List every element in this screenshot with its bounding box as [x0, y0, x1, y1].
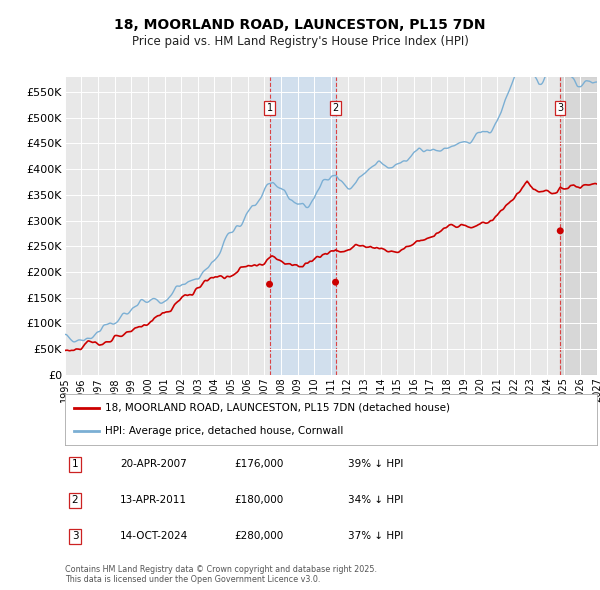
Point [331, 277, 340, 287]
Text: 14-OCT-2024: 14-OCT-2024 [120, 532, 188, 541]
Text: £176,000: £176,000 [234, 460, 283, 469]
Text: 2: 2 [332, 103, 338, 113]
Text: 20-APR-2007: 20-APR-2007 [120, 460, 187, 469]
Point [556, 226, 565, 235]
Text: 13-APR-2011: 13-APR-2011 [120, 496, 187, 505]
Text: 1: 1 [71, 460, 79, 469]
Text: HPI: Average price, detached house, Cornwall: HPI: Average price, detached house, Corn… [105, 427, 343, 437]
Text: 18, MOORLAND ROAD, LAUNCESTON, PL15 7DN: 18, MOORLAND ROAD, LAUNCESTON, PL15 7DN [114, 18, 486, 32]
Text: 3: 3 [71, 532, 79, 541]
Text: 39% ↓ HPI: 39% ↓ HPI [348, 460, 403, 469]
Text: 1: 1 [266, 103, 272, 113]
Bar [269, 77, 335, 375]
Text: 3: 3 [557, 103, 563, 113]
Text: 37% ↓ HPI: 37% ↓ HPI [348, 532, 403, 541]
Text: Contains HM Land Registry data © Crown copyright and database right 2025.
This d: Contains HM Land Registry data © Crown c… [65, 565, 377, 584]
Bar [560, 77, 597, 375]
Text: £280,000: £280,000 [234, 532, 283, 541]
Text: Price paid vs. HM Land Registry's House Price Index (HPI): Price paid vs. HM Land Registry's House … [131, 35, 469, 48]
Text: 18, MOORLAND ROAD, LAUNCESTON, PL15 7DN (detached house): 18, MOORLAND ROAD, LAUNCESTON, PL15 7DN … [105, 402, 450, 412]
Text: £180,000: £180,000 [234, 496, 283, 505]
Point [265, 280, 274, 289]
Text: 2: 2 [71, 496, 79, 505]
Text: 34% ↓ HPI: 34% ↓ HPI [348, 496, 403, 505]
